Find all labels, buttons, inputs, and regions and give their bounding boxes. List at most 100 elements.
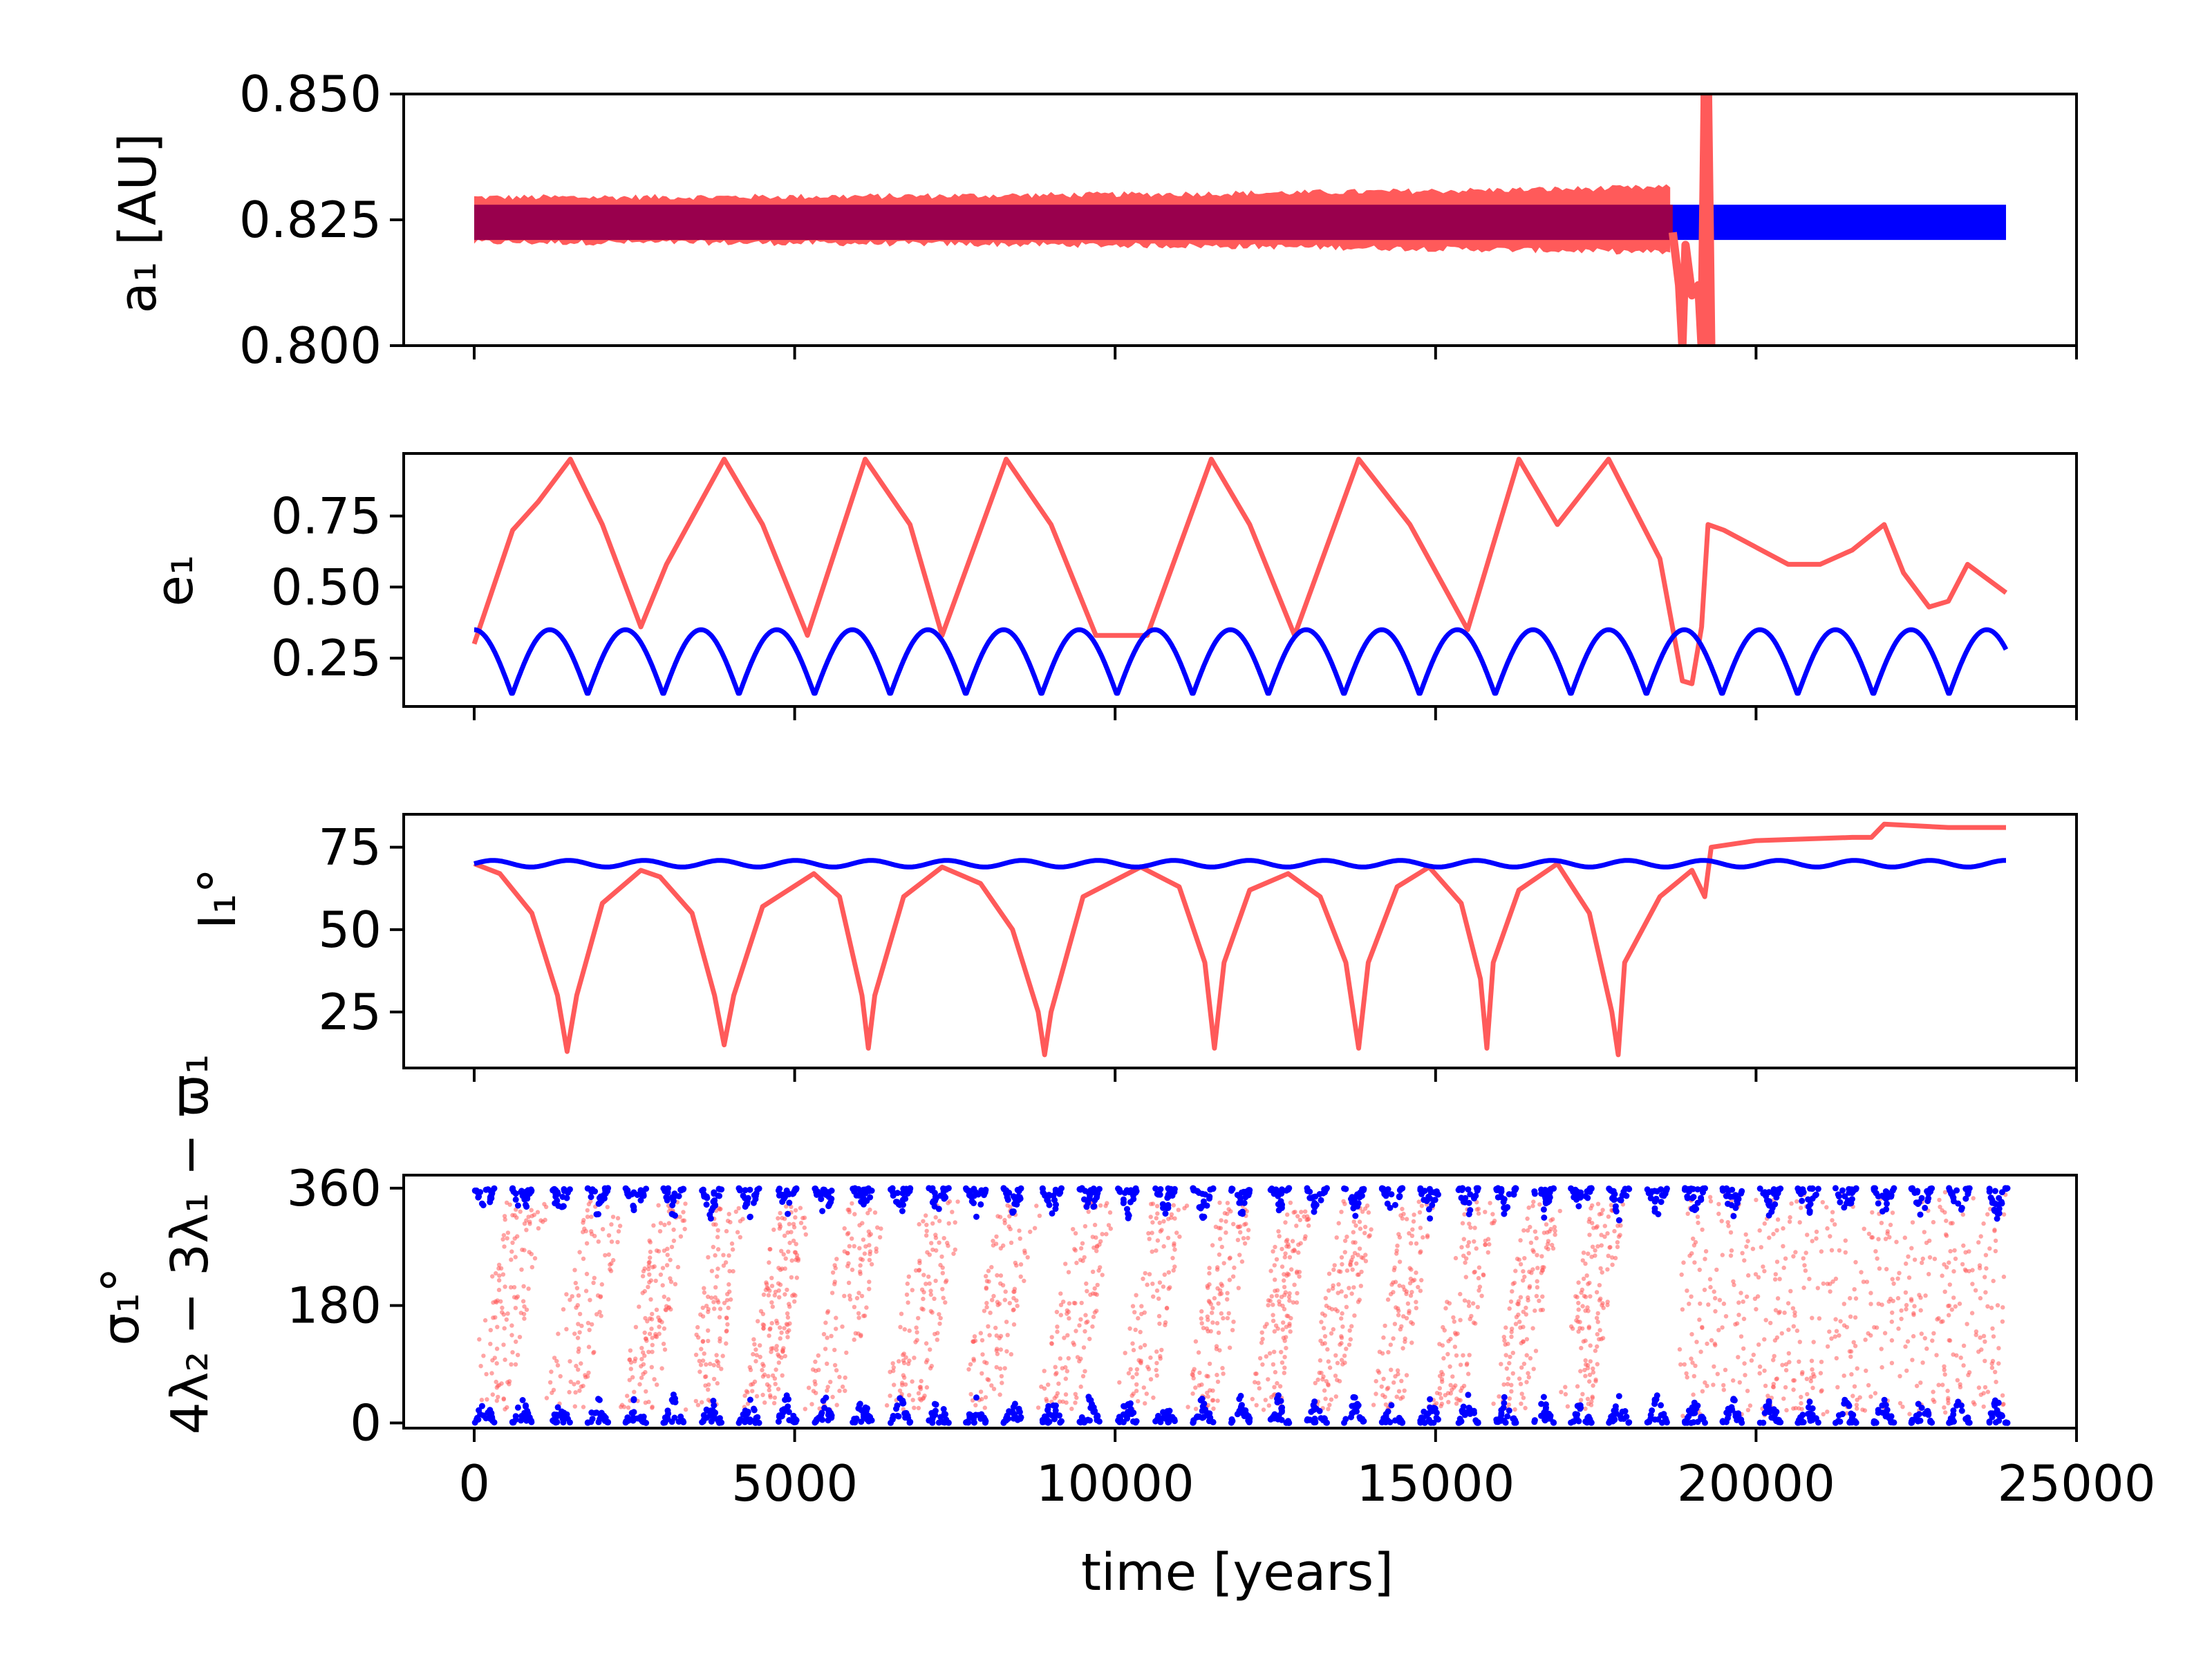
red-point [906, 1300, 910, 1305]
red-point [1458, 1318, 1463, 1322]
red-point [1150, 1282, 1155, 1286]
red-point [677, 1215, 682, 1219]
red-point [1837, 1333, 1841, 1338]
red-point [1273, 1277, 1277, 1282]
blue-point [1719, 1187, 1726, 1194]
blue-point [930, 1413, 937, 1420]
red-point [633, 1324, 639, 1330]
red-point [1810, 1385, 1815, 1391]
red-point [1714, 1267, 1719, 1273]
red-point [662, 1294, 666, 1300]
red-point [1348, 1337, 1353, 1342]
blue-point [1965, 1190, 1971, 1197]
red-point [1409, 1340, 1414, 1345]
red-point [787, 1240, 792, 1246]
red-point [1595, 1332, 1600, 1337]
blue-point [1194, 1188, 1201, 1194]
red-point [655, 1382, 659, 1387]
red-point [1359, 1269, 1364, 1275]
red-point [1306, 1223, 1311, 1228]
red-point [1830, 1210, 1835, 1215]
red-point [1266, 1377, 1271, 1382]
red-point [1418, 1288, 1423, 1293]
blue-point [482, 1186, 489, 1193]
y-tick-label: 180 [287, 1277, 382, 1335]
series-red [471, 456, 2008, 686]
red-point [740, 1217, 745, 1221]
blue-point [680, 1419, 687, 1425]
red-point [1284, 1346, 1288, 1351]
blue-point [1725, 1201, 1731, 1207]
red-point [1785, 1301, 1791, 1306]
blue-point [1572, 1186, 1579, 1193]
red-point [1400, 1395, 1405, 1400]
red-point [1844, 1411, 1849, 1416]
red-point [1303, 1234, 1308, 1239]
red-point [1738, 1334, 1744, 1339]
red-point [1978, 1335, 1983, 1340]
red-point [782, 1326, 787, 1331]
red-point [502, 1214, 507, 1219]
red-point [1219, 1311, 1224, 1316]
red-point [773, 1382, 778, 1387]
red-point [784, 1204, 789, 1209]
blue-point [1057, 1189, 1064, 1196]
red-point [1254, 1403, 1259, 1408]
red-point [1805, 1391, 1810, 1397]
red-point [1074, 1329, 1078, 1333]
red-point [888, 1394, 892, 1398]
red-point [1692, 1260, 1697, 1265]
red-point [1808, 1378, 1813, 1384]
red-point [1490, 1212, 1495, 1217]
red-point [769, 1300, 774, 1305]
blue-point [1694, 1403, 1701, 1409]
red-point [660, 1266, 666, 1271]
red-point [589, 1215, 594, 1219]
blue-point [710, 1398, 717, 1404]
red-point [1700, 1389, 1705, 1394]
red-point [1519, 1340, 1524, 1346]
red-point [1989, 1365, 1995, 1370]
red-point [587, 1327, 592, 1333]
red-point [1237, 1253, 1242, 1257]
blue-point [1387, 1419, 1394, 1425]
red-point [1531, 1249, 1536, 1255]
red-point [1942, 1190, 1948, 1194]
red-point [1741, 1346, 1746, 1351]
blue-point [1210, 1185, 1217, 1192]
red-point [744, 1389, 749, 1394]
red-point [1340, 1311, 1344, 1316]
red-point [1852, 1287, 1857, 1292]
red-point [921, 1307, 926, 1312]
blue-point [981, 1414, 987, 1421]
blue-point [1004, 1197, 1011, 1203]
blue-point [1584, 1194, 1591, 1201]
red-point [927, 1253, 932, 1257]
red-point [1342, 1360, 1347, 1365]
red-point [1702, 1287, 1707, 1293]
red-point [828, 1380, 833, 1385]
red-point [1983, 1358, 1987, 1364]
blue-point [1844, 1399, 1850, 1406]
red-point [1257, 1356, 1263, 1361]
blue-point [2004, 1185, 2011, 1192]
red-point [1360, 1209, 1365, 1215]
red-point [1238, 1230, 1243, 1235]
red-point [1947, 1282, 1952, 1287]
blue-point [1239, 1409, 1246, 1416]
red-point [1130, 1375, 1135, 1380]
red-point [1268, 1298, 1273, 1304]
x-tick-label: 20000 [1677, 1454, 1835, 1512]
red-point [573, 1390, 578, 1395]
red-point [501, 1342, 506, 1347]
red-point [724, 1228, 729, 1234]
blue-point [1879, 1208, 1886, 1215]
red-point [1053, 1365, 1058, 1369]
red-point [1407, 1309, 1412, 1313]
red-point [1747, 1403, 1753, 1408]
red-point [1450, 1374, 1455, 1379]
red-point [1343, 1294, 1349, 1299]
blue-point [737, 1187, 744, 1194]
red-point [1814, 1236, 1819, 1241]
red-point [994, 1365, 999, 1370]
